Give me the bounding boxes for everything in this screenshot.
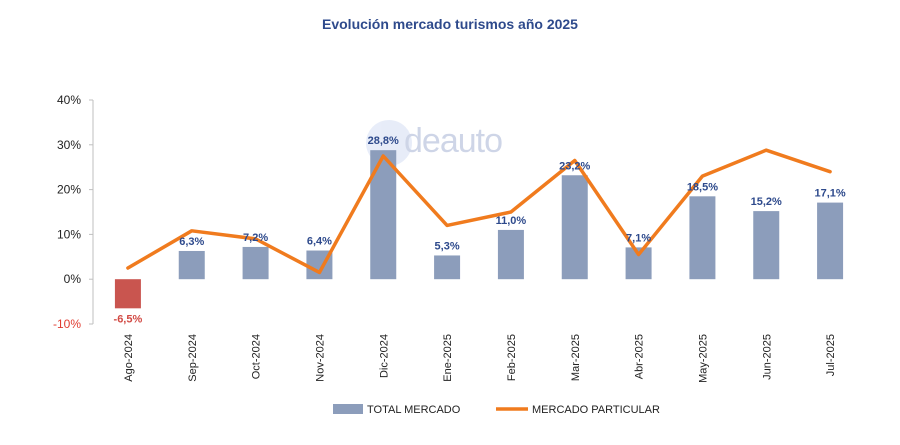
chart-title: Evolución mercado turismos año 2025 — [322, 16, 578, 32]
data-label: 5,3% — [435, 240, 460, 252]
x-tick-label: Abr-2025 — [634, 334, 646, 379]
bar — [242, 246, 269, 280]
legend-swatch-total-mercado — [333, 404, 363, 414]
bar — [114, 279, 141, 309]
x-tick-label: Mar-2025 — [570, 334, 582, 381]
bar — [434, 255, 461, 280]
y-tick-label: -10% — [53, 317, 81, 331]
legend-label-mercado-particular: MERCADO PARTICULAR — [532, 404, 660, 416]
data-label: 23,2% — [559, 160, 590, 172]
data-label: 18,5% — [687, 181, 718, 193]
x-tick-label: Dic-2024 — [378, 334, 390, 378]
data-label: 6,3% — [179, 236, 204, 248]
y-tick-label: 0% — [64, 272, 82, 286]
legend-label-total-mercado: TOTAL MERCADO — [367, 404, 461, 416]
x-tick-label: Feb-2025 — [506, 334, 518, 381]
watermark-text: deauto — [404, 122, 503, 160]
x-tick-label: Oct-2024 — [251, 334, 263, 379]
data-label: -6,5% — [114, 313, 143, 325]
bar — [817, 202, 844, 280]
series-line-mercado-particular — [126, 148, 832, 275]
bar — [689, 196, 716, 280]
x-tick-label: Sep-2024 — [187, 334, 199, 382]
bar — [561, 175, 588, 280]
y-tick-label: 20% — [57, 183, 81, 197]
data-label: 17,1% — [814, 188, 845, 200]
x-tick-label: Ago-2024 — [123, 334, 135, 382]
y-tick-label: 10% — [57, 227, 81, 241]
bar — [178, 250, 205, 280]
x-tick-label: May-2025 — [697, 334, 709, 383]
bar — [753, 211, 780, 280]
data-label: 7,1% — [626, 232, 651, 244]
x-tick-label: Ene-2025 — [442, 334, 454, 382]
data-label: 15,2% — [751, 196, 782, 208]
data-label: 11,0% — [496, 215, 527, 227]
y-tick-label: 30% — [57, 138, 81, 152]
data-label: 7,2% — [243, 232, 268, 244]
y-tick-label: 40% — [57, 93, 81, 107]
x-tick-label: Jul-2025 — [825, 334, 837, 376]
bar — [497, 229, 524, 280]
data-label: 28,8% — [368, 135, 399, 147]
x-tick-label: Jun-2025 — [761, 334, 773, 380]
data-label: 6,4% — [307, 236, 332, 248]
x-tick-label: Nov-2024 — [314, 334, 326, 382]
